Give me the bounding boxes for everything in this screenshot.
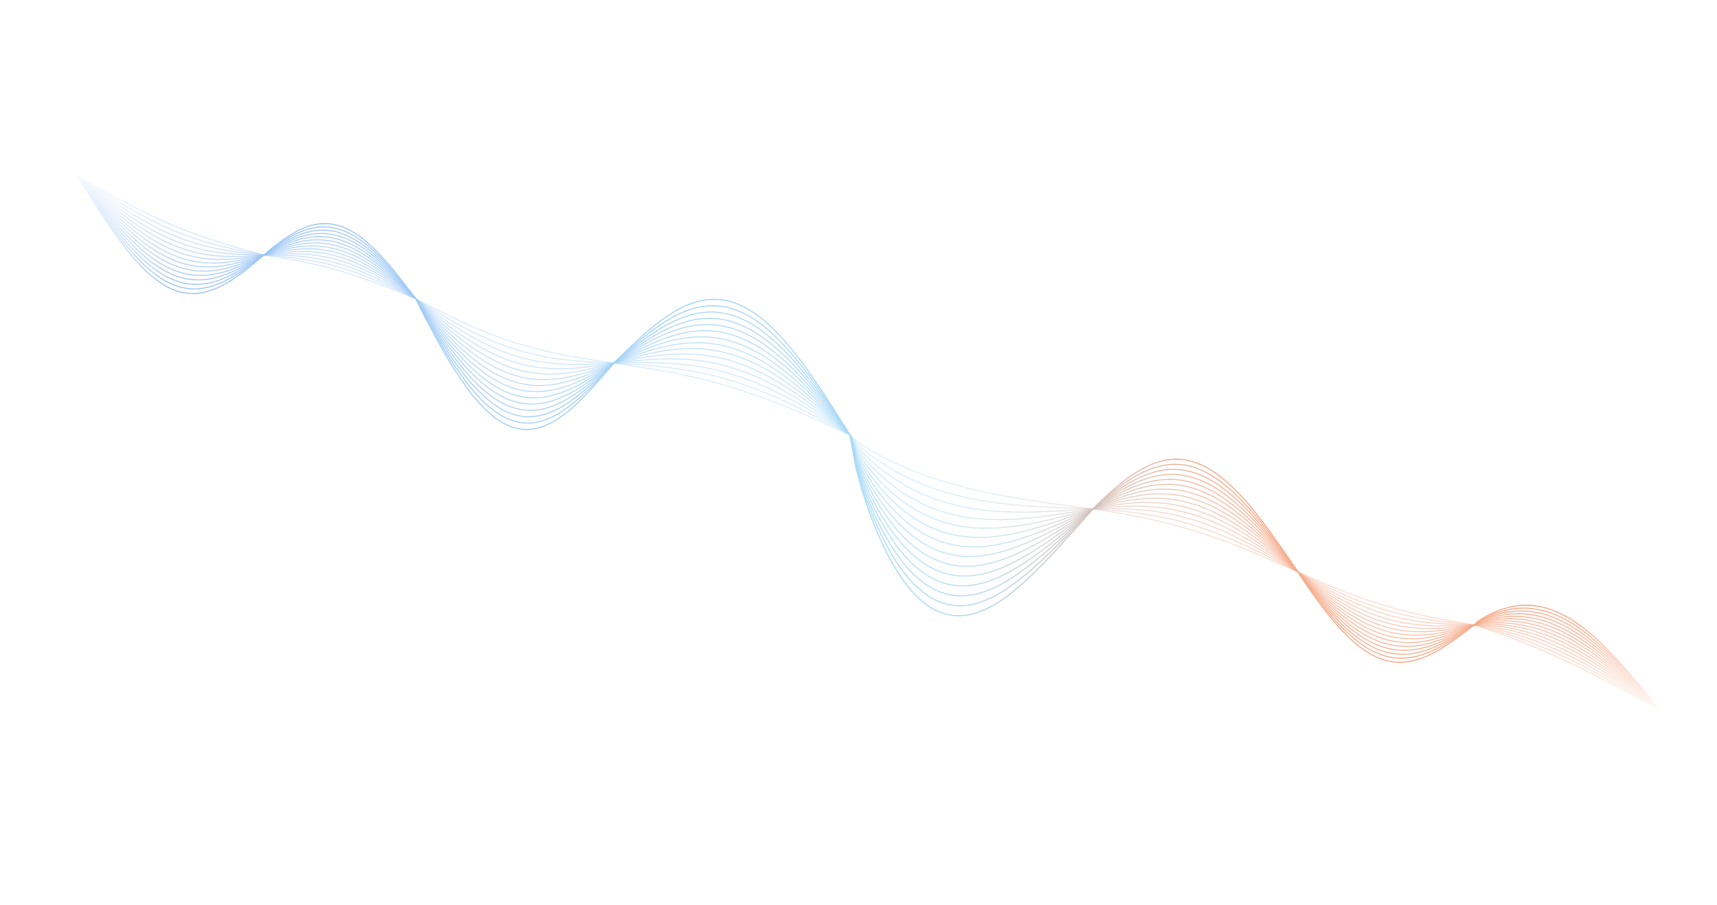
wave-line [76,175,1661,711]
wave-lines-group [76,175,1661,711]
wave-line [76,175,1661,711]
wave-line [76,175,1661,711]
wave-line [76,175,1661,711]
wave-line [76,175,1661,711]
wave-line [76,175,1661,711]
wave-line [76,175,1661,711]
wave-line [76,175,1661,711]
wave-line [76,175,1661,711]
wave-line [76,175,1661,711]
wave-line [76,175,1661,711]
wave-line [76,175,1661,711]
wave-line [76,175,1661,711]
wave-line [76,175,1661,711]
